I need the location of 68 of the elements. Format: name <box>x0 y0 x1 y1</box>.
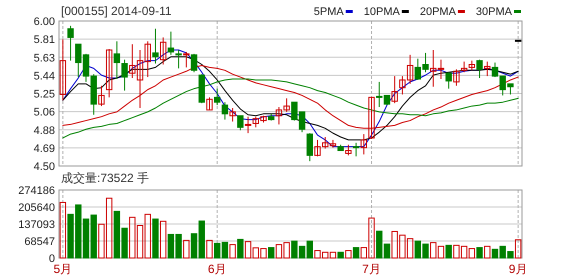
legend-label: 20PMA <box>420 6 457 18</box>
y-tick-label: 274186 <box>18 185 55 197</box>
x-tick-label: 9月 <box>508 262 528 276</box>
candlestick <box>237 115 244 131</box>
candlestick <box>190 53 198 73</box>
bar <box>514 239 522 258</box>
candlestick <box>360 134 368 155</box>
x-tick-label: 7月 <box>362 262 381 276</box>
candlestick <box>222 102 228 120</box>
candlestick <box>206 96 213 110</box>
y-tick-label: 5.81 <box>34 34 55 46</box>
bar <box>206 240 213 258</box>
bar <box>484 246 490 258</box>
candlestick <box>106 48 112 98</box>
candlestick <box>214 88 220 106</box>
candlestick <box>121 59 128 92</box>
y-tick-label: 5.06 <box>34 106 55 119</box>
candlestick <box>306 132 313 162</box>
bar <box>237 238 244 258</box>
candlestick <box>152 28 159 64</box>
candlestick <box>114 40 120 80</box>
candlestick <box>468 60 476 71</box>
y-tick-label: 4.69 <box>34 142 55 155</box>
y-tick-label: 5.63 <box>34 52 55 64</box>
candlestick <box>476 59 483 79</box>
candlestick <box>67 25 74 62</box>
candlestick <box>160 36 166 65</box>
bar <box>152 218 159 258</box>
bar <box>229 244 236 258</box>
y-tick-label: 5.25 <box>34 88 55 100</box>
y-tick-label: 68547 <box>24 236 55 248</box>
candlestick <box>244 116 252 134</box>
candlestick <box>98 85 105 107</box>
bar <box>268 247 274 258</box>
chart-title: [000155] 2014-09-11 <box>61 4 172 18</box>
y-tick-label: 4.50 <box>34 161 55 173</box>
candlestick <box>453 68 460 86</box>
y-tick-label: 0 <box>48 253 55 265</box>
candlestick <box>168 31 174 56</box>
candlestick <box>183 51 190 68</box>
candlestick <box>229 108 236 122</box>
x-tick-label: 5月 <box>54 262 72 276</box>
legend-label: 5PMA <box>314 6 344 18</box>
candlestick <box>484 61 490 77</box>
y-tick-label: 137093 <box>18 219 55 231</box>
candlestick <box>391 76 398 104</box>
bar <box>160 220 166 258</box>
bar <box>337 252 344 258</box>
candlestick <box>345 144 352 156</box>
legend-label: 30PMA <box>476 6 513 18</box>
x-tick-label: 6月 <box>208 262 227 276</box>
candlestick <box>445 72 452 90</box>
bar <box>352 247 360 258</box>
line-series <box>62 78 519 138</box>
bar <box>445 244 452 258</box>
candlestick <box>460 61 468 73</box>
candlestick <box>175 50 182 69</box>
y-tick-label: 4.88 <box>34 124 55 137</box>
y-tick-label: 5.44 <box>34 70 55 82</box>
bar <box>60 202 66 258</box>
bar <box>345 250 352 258</box>
y-tick-label: 6.00 <box>34 16 55 28</box>
bar <box>183 240 190 258</box>
y-tick-label: 205640 <box>18 202 55 214</box>
chart-subtitle: 成交量:73522 手 <box>61 171 150 185</box>
candlestick <box>352 142 360 157</box>
legend-label: 10PMA <box>364 6 400 18</box>
bar <box>476 247 483 258</box>
